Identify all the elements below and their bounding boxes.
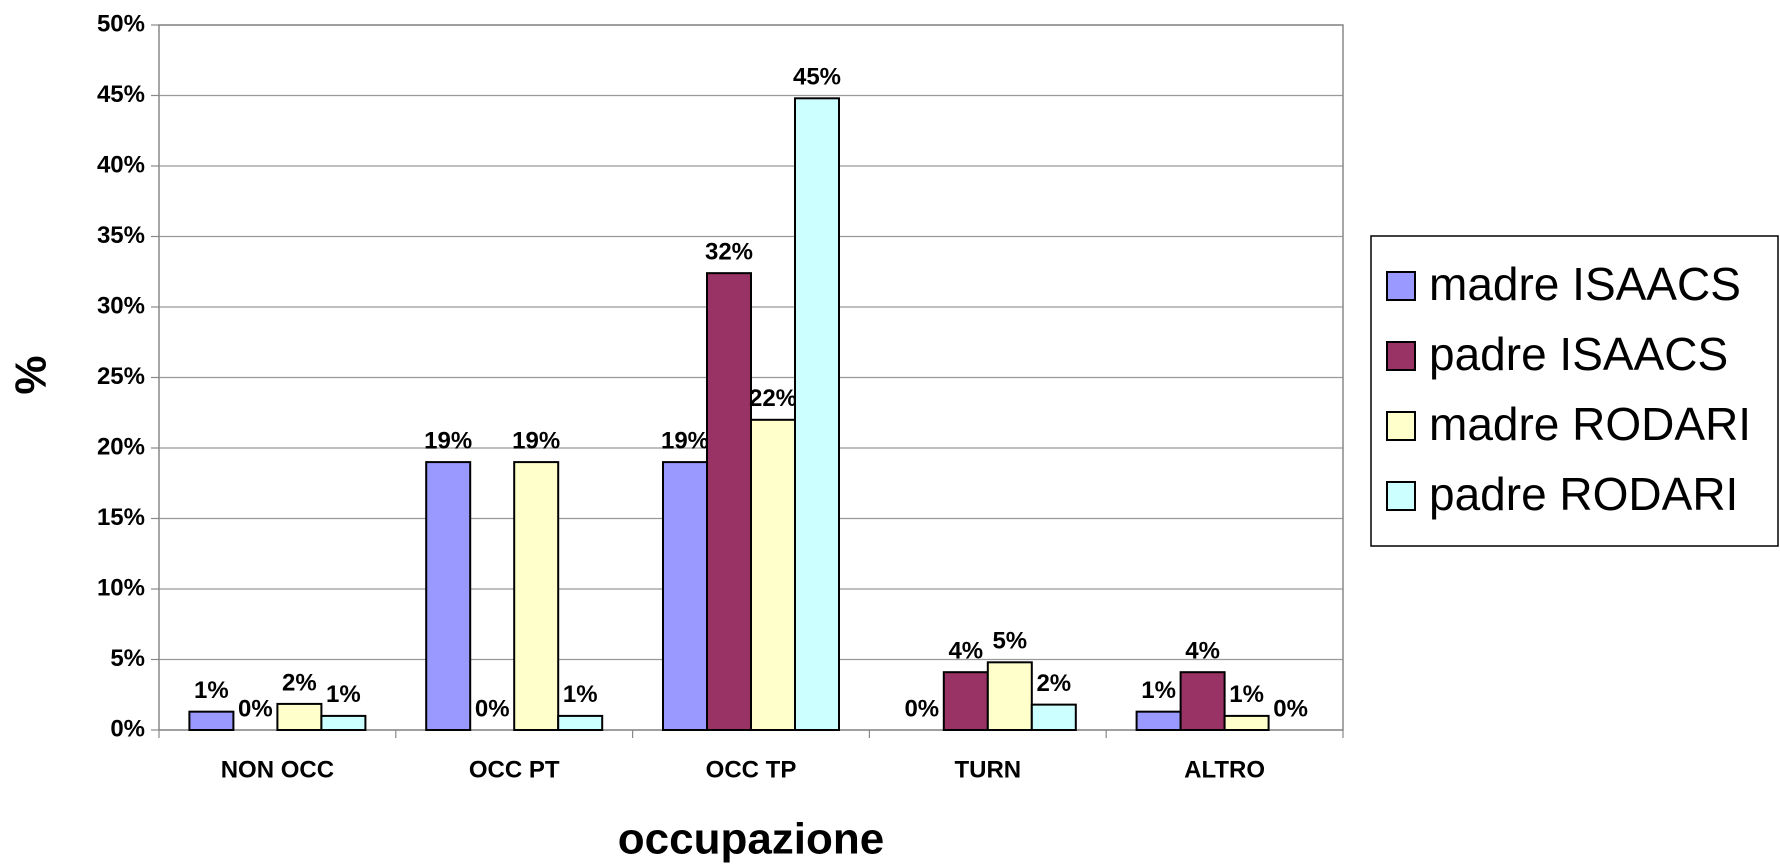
value-label: 4% [1185, 638, 1220, 665]
legend-swatch [1386, 411, 1416, 441]
legend-box [1370, 235, 1779, 547]
value-label: 1% [194, 677, 229, 704]
x-tick-label: ALTRO [1184, 756, 1265, 783]
bar [706, 272, 752, 731]
value-label: 1% [326, 681, 361, 708]
value-label: 0% [1273, 695, 1308, 722]
value-label: 2% [1036, 670, 1071, 697]
x-tick-label: NON OCC [221, 756, 334, 783]
x-tick-label: OCC PT [469, 756, 560, 783]
y-tick-label: 35% [97, 222, 145, 249]
bar [320, 714, 367, 732]
bar [1179, 671, 1226, 732]
bar [425, 461, 472, 731]
y-tick-label: 50% [97, 10, 145, 37]
bar [942, 671, 989, 732]
value-label: 19% [661, 427, 709, 454]
bar [1135, 710, 1182, 731]
bar [276, 702, 323, 731]
value-label: 19% [424, 427, 472, 454]
value-label: 45% [793, 64, 841, 91]
value-label: 2% [282, 669, 317, 696]
legend-swatch [1386, 271, 1416, 301]
y-tick-label: 20% [97, 433, 145, 460]
bar [794, 97, 840, 731]
x-axis-title: occupazione [618, 815, 885, 864]
legend-label: padre ISAACS [1429, 328, 1728, 380]
x-tick-label: OCC TP [706, 756, 797, 783]
y-tick-label: 40% [97, 151, 145, 178]
value-label: 1% [563, 681, 598, 708]
value-label: 19% [512, 427, 560, 454]
bar [557, 714, 604, 732]
y-tick-label: 15% [97, 504, 145, 531]
y-tick-label: 45% [97, 81, 145, 108]
bar [1223, 714, 1270, 732]
legend-swatch [1386, 481, 1416, 511]
y-tick-label: 30% [97, 292, 145, 319]
value-label: 1% [1229, 681, 1264, 708]
value-label: 4% [948, 638, 983, 665]
y-axis-title: % [7, 355, 56, 394]
value-label: 0% [904, 695, 939, 722]
x-tick-label: TURN [954, 756, 1021, 783]
bar [750, 418, 796, 731]
y-tick-label: 25% [97, 363, 145, 390]
y-tick-label: 10% [97, 574, 145, 601]
bar [986, 661, 1033, 732]
legend-label: madre RODARI [1429, 398, 1751, 450]
bar [188, 710, 235, 731]
bar [513, 461, 560, 731]
legend-swatch [1386, 341, 1416, 371]
bar [662, 461, 708, 731]
value-label: 1% [1141, 677, 1176, 704]
value-label: 0% [475, 695, 510, 722]
legend-label: madre ISAACS [1429, 258, 1741, 310]
y-tick-label: 0% [110, 715, 145, 742]
value-label: 32% [705, 239, 753, 266]
bar [1030, 703, 1077, 731]
value-label: 5% [992, 628, 1027, 655]
value-label: 22% [749, 385, 797, 412]
y-tick-label: 5% [110, 645, 145, 672]
legend-label: padre RODARI [1429, 468, 1738, 520]
value-label: 0% [238, 695, 273, 722]
